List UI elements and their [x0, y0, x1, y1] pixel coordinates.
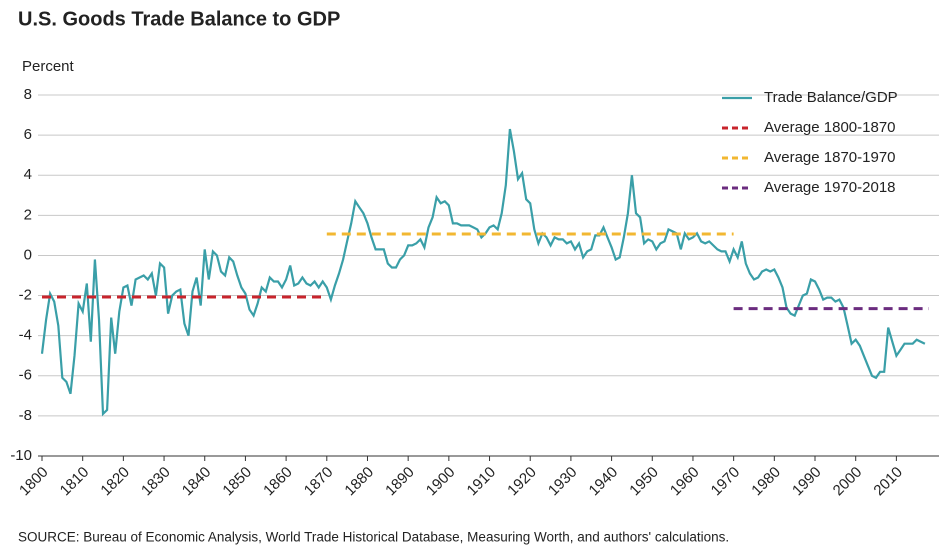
x-tick-label: 1940 — [586, 464, 622, 500]
x-tick-label: 2000 — [830, 464, 866, 500]
y-tick-label: -4 — [19, 327, 32, 344]
y-tick-label: -8 — [19, 407, 32, 424]
x-tick-label: 1820 — [97, 464, 133, 500]
x-tick-label: 1860 — [260, 464, 296, 500]
x-tick-label: 1850 — [219, 464, 255, 500]
y-tick-label: -6 — [19, 367, 32, 384]
y-tick-label: 6 — [24, 126, 32, 143]
x-tick-label: 1950 — [626, 464, 662, 500]
x-tick-label: 1840 — [179, 464, 215, 500]
y-tick-label: 8 — [24, 86, 32, 103]
x-tick-label: 1810 — [57, 464, 93, 500]
x-tick-label: 1930 — [545, 464, 581, 500]
x-tick-label: 1960 — [667, 464, 703, 500]
legend-label: Trade Balance/GDP — [764, 89, 898, 106]
x-tick-label: 1800 — [16, 464, 52, 500]
x-tick-label: 1830 — [138, 464, 174, 500]
source: SOURCE: Bureau of Economic Analysis, Wor… — [18, 530, 729, 545]
y-tick-label: 2 — [24, 206, 32, 223]
x-tick-label: 1920 — [504, 464, 540, 500]
x-tick-label: 1880 — [341, 464, 377, 500]
x-tick-label: 1900 — [423, 464, 459, 500]
y-axis-label: Percent — [22, 58, 75, 75]
x-tick-label: 1990 — [789, 464, 825, 500]
series-line — [40, 128, 926, 417]
x-tick-label: 1870 — [301, 464, 337, 500]
y-tick-label: -2 — [19, 287, 32, 304]
x-tick-label: 1980 — [748, 464, 784, 500]
legend-label: Average 1970-2018 — [764, 179, 896, 196]
y-tick-label: 4 — [24, 166, 32, 183]
legend-label: Average 1870-1970 — [764, 149, 896, 166]
y-tick-label: -10 — [10, 447, 32, 464]
x-tick-label: 1970 — [708, 464, 744, 500]
y-tick-label: 0 — [24, 246, 32, 263]
x-tick-label: 1890 — [382, 464, 418, 500]
chart-title: U.S. Goods Trade Balance to GDP — [18, 8, 340, 30]
x-tick-label: 2010 — [870, 464, 906, 500]
legend-label: Average 1800-1870 — [764, 119, 896, 136]
x-tick-label: 1910 — [464, 464, 500, 500]
